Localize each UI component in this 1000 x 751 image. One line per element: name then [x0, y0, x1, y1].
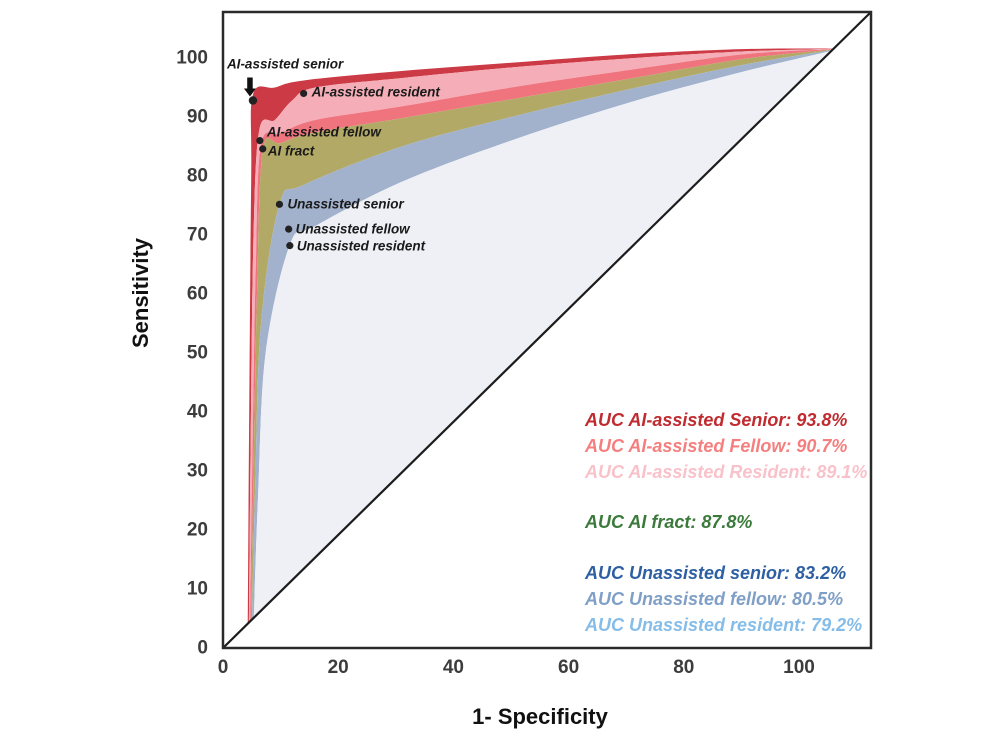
- x-tick-label: 40: [442, 657, 464, 678]
- plot-frame: [221, 10, 873, 650]
- legend-entry: AUC AI-assisted Resident: 89.1%: [585, 462, 868, 482]
- operating-point-dot: [286, 242, 294, 250]
- legend-entry: AUC AI fract: 87.8%: [585, 512, 753, 532]
- operating-point-dot: [285, 225, 293, 233]
- legend-entry: AUC Unassisted fellow: 80.5%: [585, 589, 844, 609]
- operating-point-dot: [300, 89, 308, 98]
- y-tick-label: 80: [186, 165, 208, 187]
- y-tick-label: 100: [176, 47, 208, 69]
- operating-point-label: AI fract: [267, 143, 315, 159]
- operating-point-label: Unassisted senior: [287, 196, 404, 212]
- legend-group: AUC Unassisted senior: 83.2% AUC Unassist…: [585, 560, 885, 638]
- x-tick-label: 0: [217, 657, 229, 678]
- legend-entry: AUC Unassisted resident: 79.2%: [585, 615, 863, 635]
- legend-entry: AUC Unassisted senior: 83.2%: [585, 563, 847, 583]
- y-tick-label: 40: [186, 401, 208, 423]
- y-tick-label: 70: [186, 224, 208, 246]
- operating-point-label: Unassisted resident: [296, 237, 426, 253]
- operating-point-dot: [256, 137, 264, 145]
- y-tick-label: 30: [186, 460, 208, 482]
- chance-diagonal-line: [222, 11, 872, 649]
- x-axis-title: 1- Specificity: [472, 704, 608, 729]
- legend-entry: AUC AI-assisted Senior: 93.8%: [585, 410, 848, 430]
- y-tick-label: 90: [186, 106, 208, 128]
- legend-entry: AUC AI-assisted Fellow: 90.7%: [585, 436, 848, 456]
- legend-group: AUC AI fract: 87.8%: [585, 509, 885, 535]
- y-tick-label: 0: [197, 637, 208, 659]
- operating-point-label: AI-assisted senior: [226, 56, 344, 72]
- y-tick-label: 20: [186, 519, 208, 541]
- operating-point-dot: [248, 96, 258, 105]
- y-tick-label: 50: [186, 342, 208, 364]
- operating-point-label: AI-assisted fellow: [266, 123, 381, 139]
- y-tick-label: 60: [186, 283, 208, 305]
- x-tick-label: 80: [673, 657, 695, 678]
- y-tick-label: 10: [186, 578, 208, 600]
- band-ai_fellow: [248, 48, 834, 623]
- operating-point-dot: [259, 145, 267, 153]
- x-tick-label: 60: [558, 657, 580, 678]
- x-tick-label: 100: [783, 657, 815, 678]
- down-arrow-icon: [243, 88, 256, 97]
- operating-point-dot: [275, 200, 284, 208]
- x-tick-label: 20: [327, 657, 349, 678]
- legend-group: AUC AI-assisted Senior: 93.8% AUC AI-assi…: [585, 407, 885, 485]
- operating-point-label: AI-assisted resident: [311, 84, 440, 100]
- y-axis-title: Sensitivity: [128, 237, 153, 349]
- operating-point-label: Unassisted fellow: [295, 221, 410, 237]
